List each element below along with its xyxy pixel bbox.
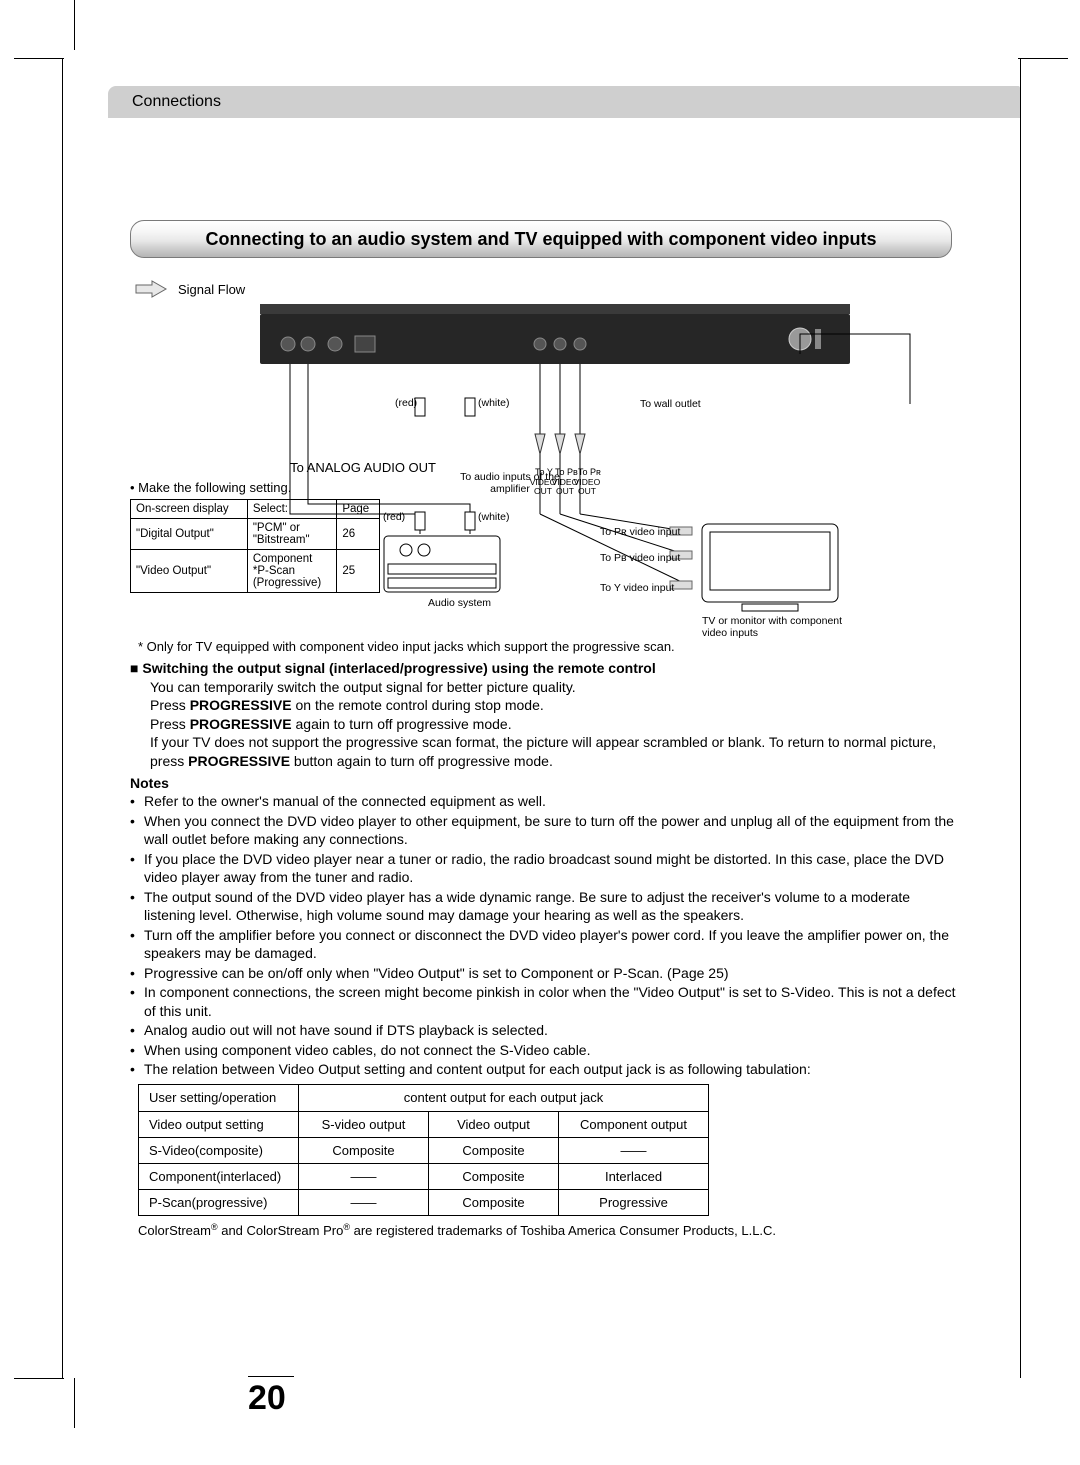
page-title: Connecting to an audio system and TV equ… [130,220,952,258]
page-content: Connecting to an audio system and TV equ… [130,220,960,1239]
signal-flow-label: Signal Flow [178,282,245,297]
label-vout3: VIDEO OUT [572,478,602,495]
arrow-icon [134,280,168,298]
label-topr: To Pʀ [578,467,601,477]
label-white-top: (white) [478,397,510,409]
label-red-top: (red) [395,397,417,409]
note-item: When you connect the DVD video player to… [130,812,960,849]
sw-line-0: You can temporarily switch the output si… [150,678,960,696]
trademark-line: ColorStream® and ColorStream Pro® are re… [138,1222,960,1239]
notes-heading: Notes [130,774,960,792]
label-pr-in: To Pʀ video input [600,526,680,538]
output-table: User setting/operationcontent output for… [138,1084,709,1216]
note-item: The output sound of the DVD video player… [130,888,960,925]
settings-bullet: • Make the following setting. [130,480,450,495]
settings-table: On-screen displaySelect:Page"Digital Out… [130,499,380,593]
label-toy: To Y [535,467,553,477]
note-item: If you place the DVD video player near a… [130,850,960,887]
section-tab: Connections [108,86,1020,118]
tv-icon [700,522,840,614]
switching-heading: Switching the output signal (interlaced/… [142,660,655,676]
note-item: Analog audio out will not have sound if … [130,1021,960,1039]
note-item: In component connections, the screen mig… [130,983,960,1020]
label-audio-sys: Audio system [428,597,491,609]
note-item: Progressive can be on/off only when "Vid… [130,964,960,982]
sw-line-2: Press PROGRESSIVE again to turn off prog… [150,715,960,733]
label-wall: To wall outlet [640,398,701,410]
analog-out-label: To ANALOG AUDIO OUT [130,460,450,475]
sw-line-1: Press PROGRESSIVE on the remote control … [150,696,960,714]
sw-line-3: If your TV does not support the progress… [150,733,960,770]
settings-block: To ANALOG AUDIO OUT • Make the following… [130,460,450,593]
note-item: Turn off the amplifier before you connec… [130,926,960,963]
asterisk-note: Only for TV equipped with component vide… [148,638,960,655]
connection-diagram: (red) (white) (red) (white) To wall outl… [130,304,950,634]
note-item: Refer to the owner's manual of the conne… [130,792,960,810]
notes-list: Refer to the owner's manual of the conne… [130,792,960,1078]
label-tv-caption: TV or monitor with component video input… [702,616,862,639]
label-white-bot: (white) [478,511,510,523]
page-number: 20 [248,1376,294,1418]
label-y-in: To Y video input [600,582,674,594]
note-item: The relation between Video Output settin… [130,1060,960,1078]
body-text: Only for TV equipped with component vide… [130,638,960,1239]
signal-flow-legend: Signal Flow [134,280,960,298]
note-item: When using component video cables, do no… [130,1041,960,1059]
label-pb-in: To Pʙ video input [600,552,680,564]
label-topb: To Pʙ [555,467,578,477]
